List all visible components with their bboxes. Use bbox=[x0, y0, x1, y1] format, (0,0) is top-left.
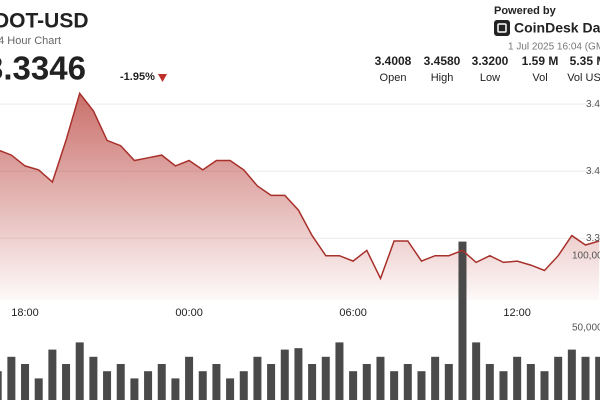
volume-bar bbox=[335, 342, 344, 400]
volume-bar bbox=[513, 356, 522, 400]
volume-tick-label: 100,000 bbox=[572, 251, 600, 262]
y-tick-label: 3.3500 bbox=[586, 233, 600, 244]
volume-bar bbox=[485, 364, 494, 400]
x-tick-label: 12:00 bbox=[503, 307, 531, 319]
volume-bar bbox=[0, 371, 2, 400]
volume-bar bbox=[62, 364, 71, 400]
volume-bar bbox=[226, 378, 235, 400]
volume-tick-label: 50,000 bbox=[572, 323, 600, 334]
timestamp: 1 Jul 2025 16:04 (GMT) bbox=[508, 42, 600, 53]
volume-bar bbox=[403, 364, 412, 400]
volume-bar bbox=[21, 364, 30, 400]
symbol: DOT-USD bbox=[0, 10, 89, 33]
volume-bar bbox=[567, 349, 576, 400]
volume-bar bbox=[116, 364, 125, 400]
volume-bar bbox=[267, 364, 276, 400]
volume-bar bbox=[103, 371, 112, 400]
volume-bar bbox=[253, 356, 262, 400]
volume-bar bbox=[157, 364, 166, 400]
stat-label: Vol USD bbox=[567, 72, 600, 84]
volume-bar bbox=[581, 356, 590, 400]
stat-label: High bbox=[431, 72, 454, 84]
stat-value: 3.3200 bbox=[472, 54, 509, 68]
volume-bar bbox=[540, 371, 549, 400]
price: 3.3346 bbox=[0, 50, 86, 87]
volume-bar bbox=[458, 241, 467, 400]
volume-bar bbox=[431, 356, 440, 400]
stat-label: Low bbox=[480, 72, 500, 84]
volume-bar bbox=[472, 342, 481, 400]
volume-bar bbox=[554, 356, 563, 400]
volume-bar bbox=[349, 371, 358, 400]
volume-bar bbox=[212, 364, 221, 400]
stat-value: 3.4008 bbox=[375, 54, 412, 68]
volume-bar bbox=[444, 364, 453, 400]
volume-bar bbox=[308, 364, 317, 400]
brand: CoinDesk Data bbox=[514, 20, 600, 36]
stat-label: Open bbox=[380, 72, 407, 84]
volume-bar bbox=[595, 356, 600, 400]
volume-bar bbox=[417, 371, 426, 400]
price-line bbox=[0, 91, 600, 281]
x-tick-label: 06:00 bbox=[339, 307, 367, 319]
volume-bar bbox=[75, 342, 84, 400]
volume-bar bbox=[294, 348, 303, 400]
y-tick-label: 3.4000 bbox=[586, 166, 600, 177]
change: -1.95% bbox=[120, 71, 155, 83]
volume-bar bbox=[48, 349, 57, 400]
volume-bar bbox=[239, 371, 248, 400]
volume-bar bbox=[321, 356, 330, 400]
x-tick-label: 00:00 bbox=[175, 307, 203, 319]
volume-bar bbox=[376, 356, 385, 400]
area-fill bbox=[0, 93, 600, 300]
volume-bar bbox=[198, 371, 207, 400]
volume-bar bbox=[362, 364, 371, 400]
y-tick-label: 3.4500 bbox=[586, 99, 600, 110]
stat-value: 3.4580 bbox=[424, 54, 461, 68]
volume-bar bbox=[499, 371, 508, 400]
stat-value: 1.59 M bbox=[522, 54, 559, 68]
powered-by: Powered by bbox=[494, 5, 557, 17]
stat-value: 5.35 M bbox=[570, 54, 600, 68]
volume-bar bbox=[390, 371, 399, 400]
volume-bar bbox=[130, 378, 139, 400]
stat-label: Vol bbox=[532, 72, 547, 84]
volume-bar bbox=[144, 371, 153, 400]
volume-bar bbox=[34, 378, 43, 400]
volume-bar bbox=[171, 378, 180, 400]
volume-bar bbox=[185, 356, 194, 400]
brand-logo bbox=[494, 20, 510, 36]
volume-bar bbox=[280, 349, 289, 400]
x-tick-label: 18:00 bbox=[11, 307, 39, 319]
brand-logo-mark bbox=[497, 23, 507, 33]
volume-bar bbox=[7, 356, 16, 400]
subtitle: 24 Hour Chart bbox=[0, 35, 61, 47]
down-arrow bbox=[158, 74, 167, 82]
volume-bar bbox=[89, 356, 98, 400]
volume-bar bbox=[526, 364, 535, 400]
